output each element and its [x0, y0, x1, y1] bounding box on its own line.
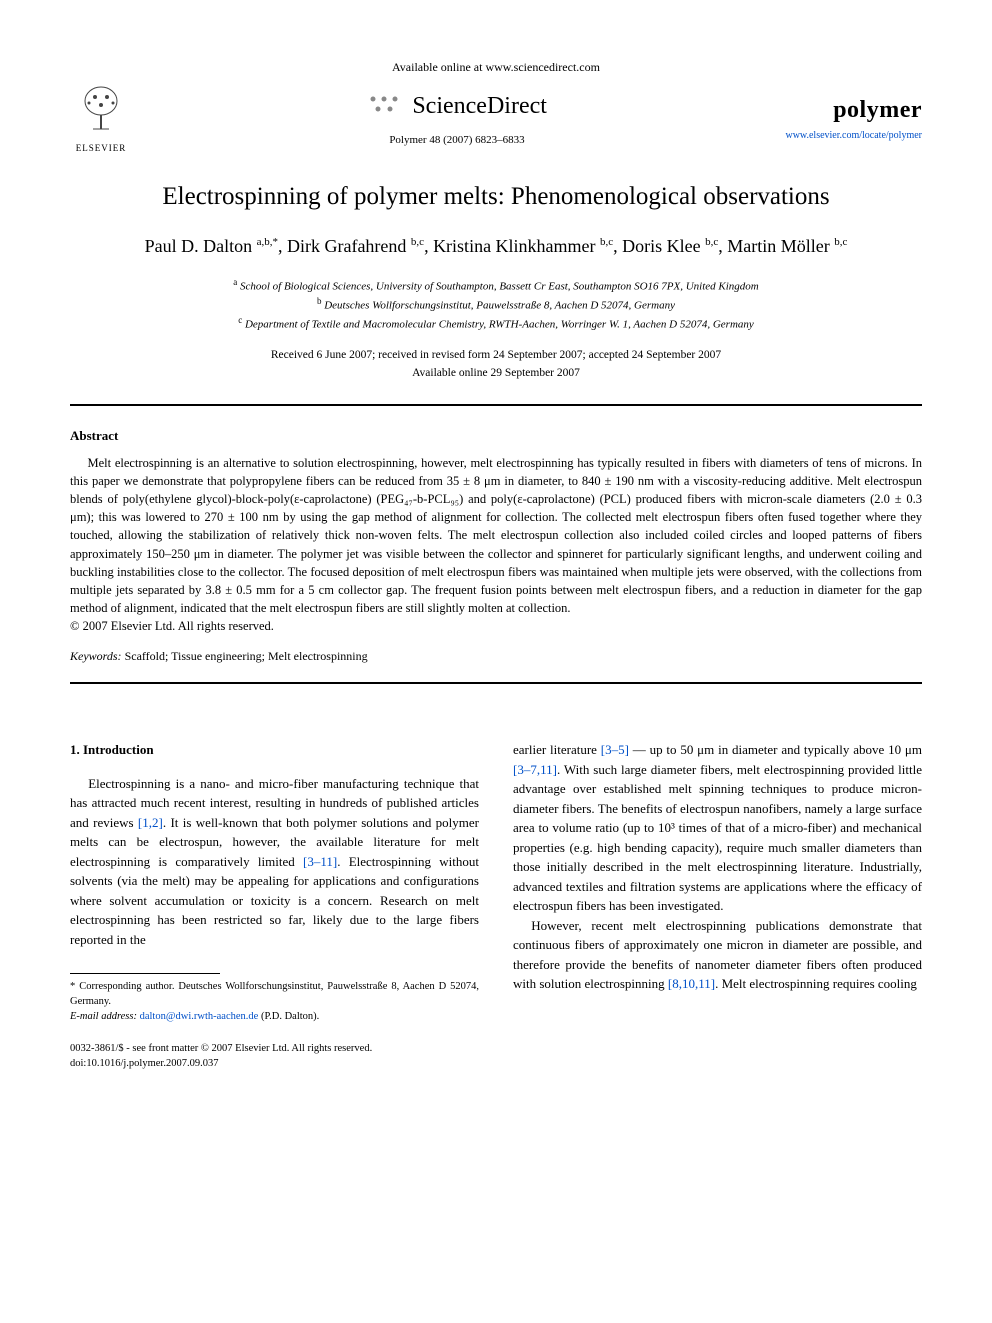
- abstract-heading: Abstract: [70, 428, 922, 444]
- affiliation-c: c Department of Textile and Macromolecul…: [70, 314, 922, 333]
- rule-below-abstract: [70, 682, 922, 684]
- rule-above-abstract: [70, 404, 922, 406]
- corresponding-author-note: * Corresponding author. Deutsches Wollfo…: [70, 980, 479, 1009]
- affiliation-b: b Deutsches Wollforschungsinstitut, Pauw…: [70, 295, 922, 314]
- page-container: Available online at www.sciencedirect.co…: [0, 0, 992, 1112]
- footnotes: * Corresponding author. Deutsches Wollfo…: [70, 980, 479, 1024]
- doi-line: doi:10.1016/j.polymer.2007.09.037: [70, 1057, 479, 1072]
- journal-logo-block: polymer www.elsevier.com/locate/polymer: [782, 97, 922, 141]
- article-title: Electrospinning of polymer melts: Phenom…: [70, 183, 922, 211]
- intro-paragraph-1: Electrospinning is a nano- and micro-fib…: [70, 774, 479, 950]
- body-columns: 1. Introduction Electrospinning is a nan…: [70, 740, 922, 1071]
- elsevier-label: ELSEVIER: [70, 143, 132, 153]
- header-row: ELSEVIER ScienceDirect Polymer 48 (2007)…: [70, 85, 922, 153]
- author-list: Paul D. Dalton a,b,*, Dirk Grafahrend b,…: [70, 233, 922, 260]
- affiliations: a School of Biological Sciences, Univers…: [70, 276, 922, 333]
- journal-url[interactable]: www.elsevier.com/locate/polymer: [782, 130, 922, 141]
- intro-paragraph-1-cont: earlier literature [3–5] — up to 50 μm i…: [513, 740, 922, 916]
- ref-link[interactable]: [8,10,11]: [668, 976, 715, 991]
- ref-link[interactable]: [1,2]: [138, 815, 163, 830]
- elsevier-tree-icon: [70, 85, 132, 141]
- article-dates: Received 6 June 2007; received in revise…: [70, 347, 922, 382]
- issn-line: 0032-3861/$ - see front matter © 2007 El…: [70, 1042, 479, 1057]
- abstract-body: Melt electrospinning is an alternative t…: [70, 454, 922, 635]
- date-online: Available online 29 September 2007: [70, 365, 922, 382]
- ref-link[interactable]: [3–11]: [303, 854, 337, 869]
- sciencedirect-brand: ScienceDirect Polymer 48 (2007) 6823–683…: [132, 93, 782, 146]
- keywords: Keywords: Scaffold; Tissue engineering; …: [70, 649, 922, 664]
- section-heading-intro: 1. Introduction: [70, 740, 479, 760]
- ref-link[interactable]: [3–5]: [601, 742, 629, 757]
- publisher-logo: ELSEVIER: [70, 85, 132, 153]
- keywords-text: Scaffold; Tissue engineering; Melt elect…: [125, 649, 368, 663]
- column-left: 1. Introduction Electrospinning is a nan…: [70, 740, 479, 1071]
- author-email[interactable]: dalton@dwi.rwth-aachen.de: [140, 1011, 259, 1022]
- abstract-block: Abstract Melt electrospinning is an alte…: [70, 428, 922, 664]
- footnote-separator: [70, 973, 220, 974]
- sciencedirect-text: ScienceDirect: [412, 93, 547, 119]
- availability-line: Available online at www.sciencedirect.co…: [70, 60, 922, 75]
- keywords-label: Keywords:: [70, 649, 122, 663]
- header-zone: Available online at www.sciencedirect.co…: [70, 60, 922, 153]
- journal-issue: Polymer 48 (2007) 6823–6833: [132, 134, 782, 146]
- journal-name: polymer: [782, 97, 922, 124]
- affiliation-a: a School of Biological Sciences, Univers…: [70, 276, 922, 295]
- email-line: E-mail address: dalton@dwi.rwth-aachen.d…: [70, 1010, 479, 1025]
- bottom-meta: 0032-3861/$ - see front matter © 2007 El…: [70, 1042, 479, 1071]
- abstract-copyright: © 2007 Elsevier Ltd. All rights reserved…: [70, 619, 274, 633]
- column-right: earlier literature [3–5] — up to 50 μm i…: [513, 740, 922, 1071]
- intro-paragraph-2: However, recent melt electrospinning pub…: [513, 916, 922, 994]
- ref-link[interactable]: [3–7,11]: [513, 762, 557, 777]
- sciencedirect-dots-icon: [367, 93, 401, 119]
- date-received: Received 6 June 2007; received in revise…: [70, 347, 922, 364]
